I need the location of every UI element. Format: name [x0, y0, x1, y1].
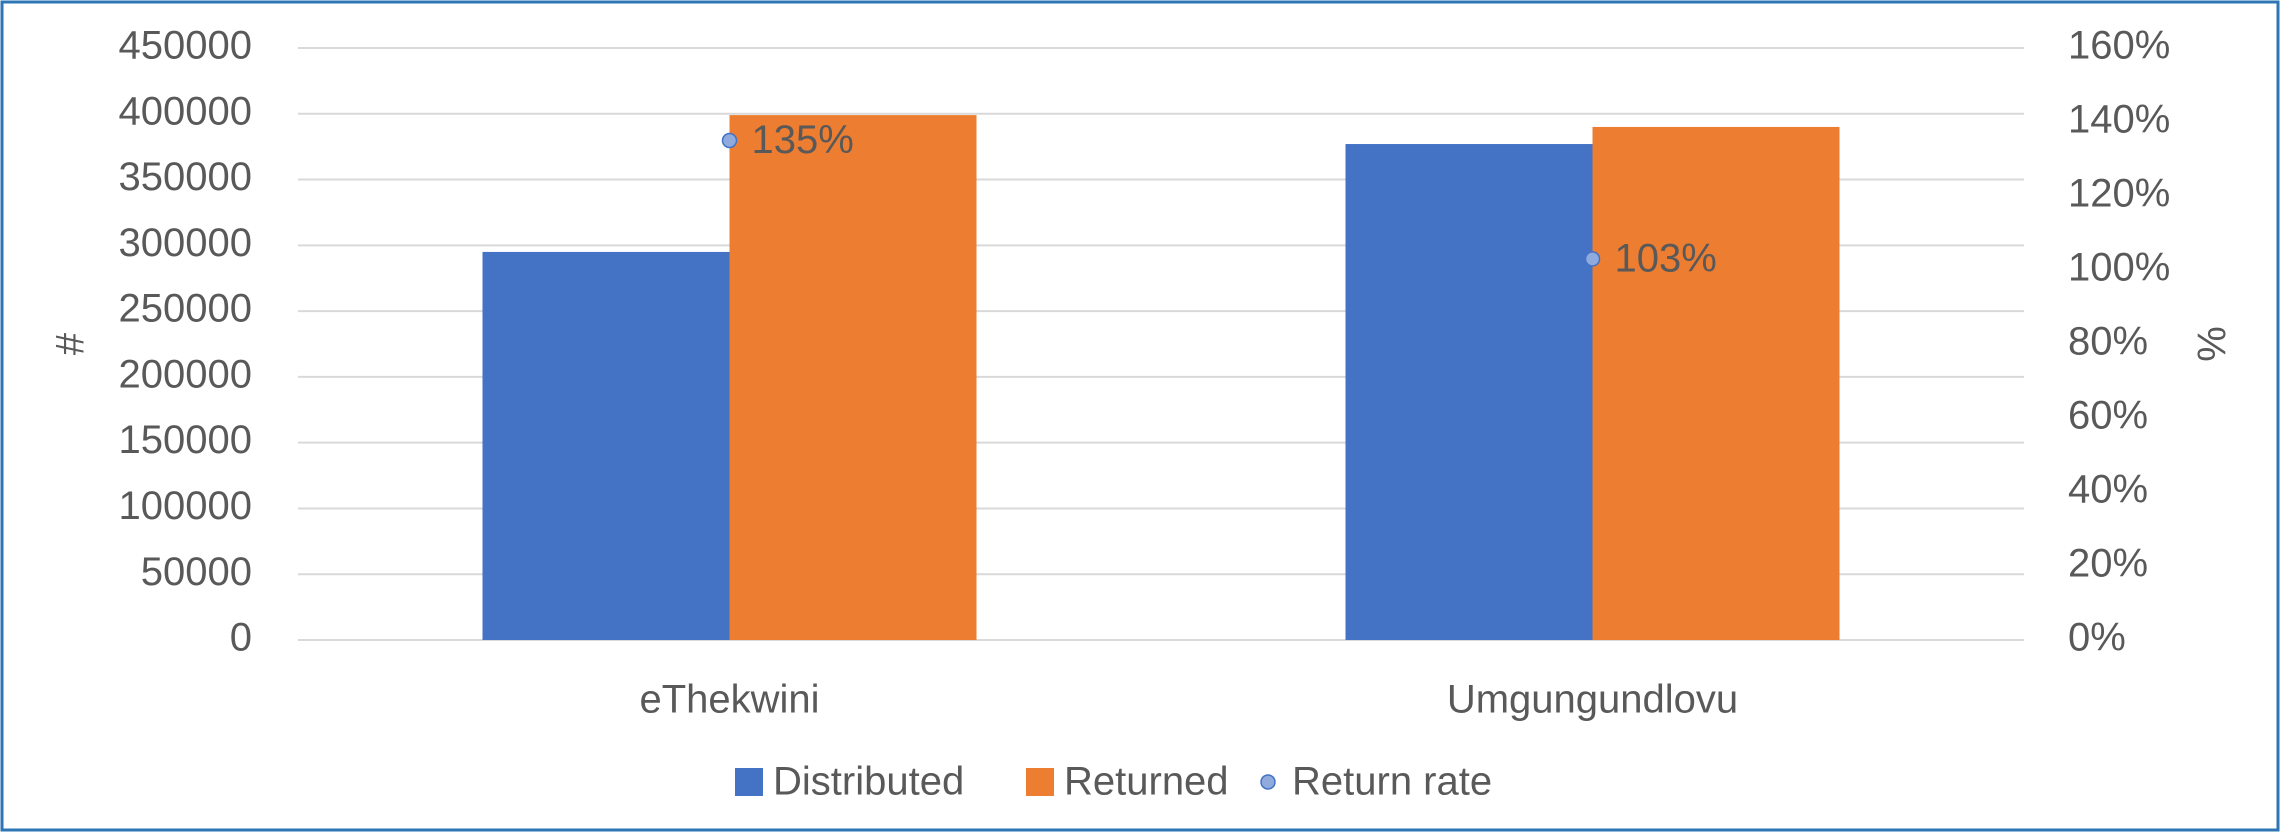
rate-point	[1584, 251, 1601, 267]
bar	[1592, 126, 1840, 640]
data-label: 103%	[1615, 236, 1717, 280]
y2-tick-label: 0%	[2068, 616, 2126, 660]
y2-tick-label: 20%	[2068, 542, 2148, 586]
y-axis-label: #	[49, 332, 93, 355]
y-tick-label: 200000	[119, 352, 252, 396]
y-tick-label: 350000	[119, 155, 252, 199]
y2-tick-label: 120%	[2068, 172, 2170, 216]
y-tick-label: 250000	[119, 287, 252, 331]
y-tick-label: 400000	[119, 89, 252, 133]
x-tick-label: Umgungundlovu	[1447, 678, 1738, 722]
x-tick-label: eThekwini	[639, 678, 819, 722]
bar	[482, 251, 730, 640]
legend-marker	[1260, 774, 1276, 790]
legend-swatch	[1026, 768, 1054, 796]
y2-tick-label: 140%	[2068, 98, 2170, 142]
y2-tick-label: 60%	[2068, 394, 2148, 438]
bar	[1345, 144, 1593, 640]
rate-point	[721, 132, 738, 149]
legend-swatch	[735, 768, 763, 796]
y2-tick-label: 80%	[2068, 320, 2148, 364]
y2-axis-label: %	[2191, 326, 2235, 362]
y-tick-label: 0	[230, 616, 252, 660]
bar	[729, 115, 977, 641]
y-tick-label: 450000	[119, 24, 252, 68]
y-tick-label: 50000	[141, 550, 252, 594]
y2-tick-label: 40%	[2068, 468, 2148, 512]
y2-tick-label: 160%	[2068, 24, 2170, 68]
y-tick-label: 100000	[119, 484, 252, 528]
y-tick-label: 150000	[119, 418, 252, 462]
data-label: 135%	[752, 118, 854, 162]
legend-label: Distributed	[773, 760, 964, 804]
legend-label: Return rate	[1292, 760, 1492, 804]
y-tick-label: 300000	[119, 221, 252, 265]
legend-label: Returned	[1064, 760, 1229, 804]
y2-tick-label: 100%	[2068, 246, 2170, 290]
